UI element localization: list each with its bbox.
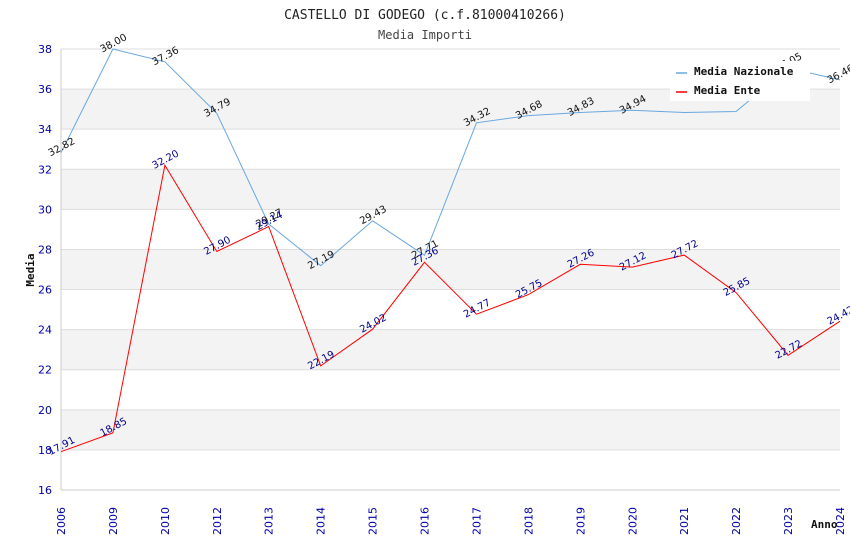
chart-subtitle: Media Importi [378,28,472,42]
y-tick-label: 22 [38,364,52,377]
y-tick-label: 26 [38,284,52,297]
y-axis-ticks: 16 18 20 22 24 26 28 30 32 34 36 38 [38,43,52,497]
x-tick-label: 2015 [367,507,380,535]
legend-label-media-ente: Media Ente [694,84,761,97]
x-tick-label: 2014 [315,507,328,535]
x-axis-ticks: 2006 2009 2010 2012 2013 2014 2015 2016 2017 2018… [55,507,847,535]
data-label: 32.82 [47,136,77,159]
x-tick-label: 2016 [419,507,432,535]
x-tick-label: 2022 [730,507,743,535]
y-tick-label: 34 [38,123,52,136]
y-axis-label: Media [24,253,37,286]
y-tick-label: 24 [38,324,52,337]
x-tick-label: 2006 [55,507,68,535]
x-tick-label: 2024 [834,507,847,535]
y-tick-label: 32 [38,163,52,176]
x-axis-label: Anno [811,518,838,531]
grid-band [61,249,840,290]
data-label: 36.46 [826,63,850,86]
y-tick-label: 30 [38,203,52,216]
x-tick-label: 2009 [107,507,120,535]
grid-band [61,409,840,450]
grid-lines [61,48,840,491]
data-label: 24.42 [826,304,850,327]
y-tick-label: 20 [38,404,52,417]
x-tick-label: 2017 [470,507,483,535]
y-tick-label: 28 [38,243,52,256]
series-line-media-nazionale [60,48,841,267]
x-tick-label: 2021 [678,507,691,535]
x-tick-label: 2010 [159,507,172,535]
grid-bands [61,89,840,450]
legend-label-media-nazionale: Media Nazionale [694,65,794,78]
y-tick-label: 36 [38,83,52,96]
x-tick-label: 2013 [263,507,276,535]
y-tick-label: 16 [38,484,52,497]
y-tick-label: 38 [38,43,52,56]
axes [60,49,840,491]
x-tick-label: 2018 [522,507,535,535]
grid-band [61,329,840,370]
y-tick-label: 18 [38,444,52,457]
data-label: 24.77 [462,297,492,320]
legend-background [670,61,810,101]
x-tick-label: 2012 [211,507,224,535]
x-tick-label: 2020 [626,507,639,535]
chart-title: CASTELLO DI GODEGO (c.f.81000410266) [284,8,566,23]
x-tick-label: 2019 [574,507,587,535]
x-tick-label: 2023 [782,507,795,535]
series-lines [60,48,841,453]
data-label: 32.20 [150,148,180,171]
legend: Media Nazionale Media Ente [670,61,810,101]
series-line-media-ente [60,163,841,453]
